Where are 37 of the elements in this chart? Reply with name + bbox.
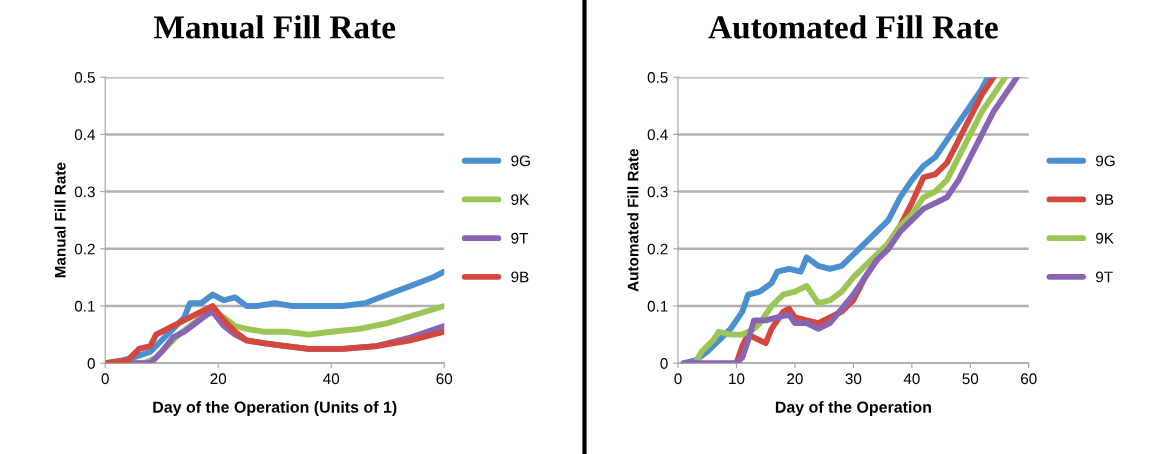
y-tick-label: 0 <box>87 358 95 369</box>
y-tick-label: 0.2 <box>647 243 668 255</box>
x-tick-label: 20 <box>787 373 803 385</box>
x-tick-label: 30 <box>845 373 862 385</box>
y-tick-label: 0.1 <box>647 300 668 312</box>
y-tick-label: 0.1 <box>74 300 95 312</box>
legend-label: 9T <box>511 232 529 244</box>
y-tick-label: 0.4 <box>647 129 668 141</box>
x-tick-label: 0 <box>674 373 682 385</box>
x-tick-label: 0 <box>101 373 109 385</box>
x-axis-title: Day of the Operation <box>775 401 931 416</box>
legend-label: 9K <box>1096 232 1114 244</box>
x-tick-label: 20 <box>210 373 227 385</box>
y-tick-label: 0.3 <box>74 186 95 198</box>
chart-title: Automated Fill Rate <box>708 15 998 39</box>
x-tick-label: 40 <box>323 373 340 385</box>
y-tick-label: 0.5 <box>647 72 668 83</box>
legend-label: 9B <box>1096 194 1114 205</box>
y-axis-title: Automated Fill Rate <box>627 148 639 292</box>
legend-label: 9K <box>511 194 530 205</box>
y-tick-label: 0.3 <box>647 186 668 198</box>
y-axis-title: Manual Fill Rate <box>54 162 66 278</box>
legend-label: 9G <box>1096 155 1115 167</box>
legend-label: 9B <box>511 271 529 283</box>
x-tick-label: 10 <box>729 373 745 385</box>
chart-title: Manual Fill Rate <box>154 15 396 39</box>
legend-label: 9G <box>511 155 530 167</box>
y-tick-label: 0.5 <box>74 72 95 83</box>
y-tick-label: 0 <box>660 358 668 369</box>
x-tick-label: 60 <box>1021 373 1037 385</box>
x-axis-title: Day of the Operation (Units of 1) <box>153 401 397 416</box>
x-tick-label: 60 <box>436 373 453 385</box>
x-tick-label: 50 <box>962 373 979 385</box>
legend-label: 9T <box>1096 271 1113 283</box>
x-tick-label: 40 <box>903 373 920 385</box>
y-tick-label: 0.4 <box>74 129 96 141</box>
y-tick-label: 0.2 <box>74 243 95 255</box>
